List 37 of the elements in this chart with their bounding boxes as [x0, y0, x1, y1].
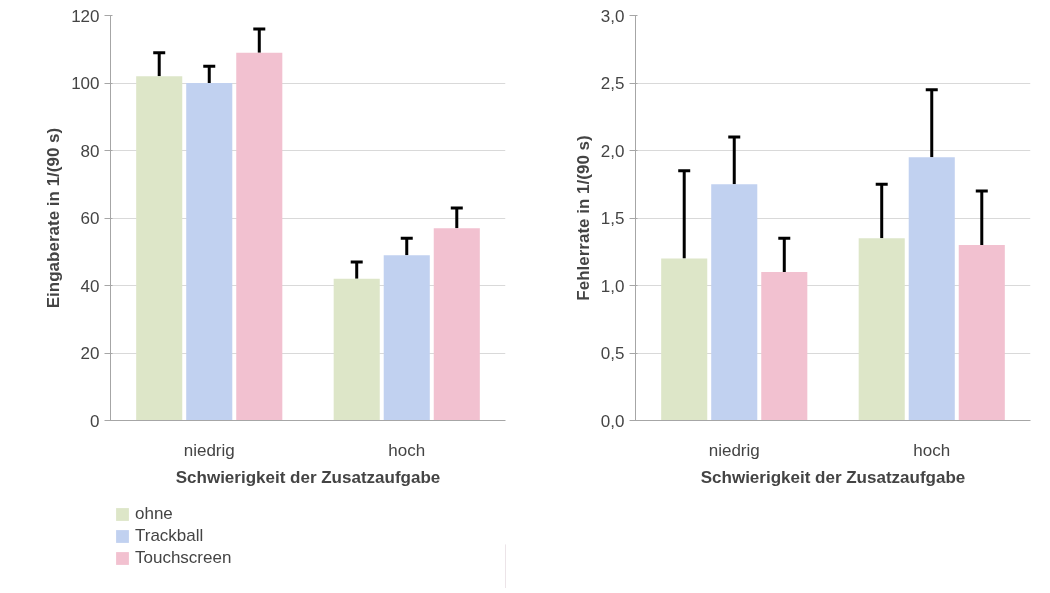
- bar: [908, 157, 955, 421]
- y-tick-label: 120: [71, 6, 100, 26]
- x-tick-label: niedrig: [183, 440, 235, 460]
- bar: [858, 238, 905, 421]
- y-axis-title: Fehlerrate in 1/(90 s): [573, 135, 593, 301]
- y-tick-label: 1,0: [600, 276, 625, 296]
- bar: [383, 255, 430, 421]
- x-axis-title: Schwierigkeit der Zusatzaufgabe: [700, 467, 966, 487]
- x-tick-label: hoch: [388, 440, 426, 460]
- bar: [761, 272, 808, 421]
- x-tick-label: hoch: [913, 440, 951, 460]
- legend-label: Touchscreen: [135, 548, 232, 568]
- x-axis-title: Schwierigkeit der Zusatzaufgabe: [175, 467, 441, 487]
- bar: [186, 83, 233, 421]
- y-tick-label: 3,0: [600, 6, 625, 26]
- y-axis-title: Eingaberate in 1/(90 s): [44, 127, 64, 309]
- y-tick-label: 40: [80, 276, 100, 296]
- y-tick-label: 80: [80, 141, 100, 161]
- bar: [711, 184, 758, 421]
- y-tick-label: 100: [71, 74, 100, 93]
- y-tick-label: 0,0: [600, 411, 625, 431]
- y-tick-label: 1,5: [600, 209, 625, 228]
- x-tick-label: niedrig: [708, 440, 760, 460]
- bar: [958, 245, 1005, 421]
- y-tick-label: 2,0: [600, 141, 625, 161]
- bar: [136, 76, 183, 421]
- bar: [236, 52, 283, 421]
- y-tick-label: 20: [80, 344, 100, 363]
- legend-label: ohne: [135, 504, 173, 524]
- bar: [333, 278, 380, 421]
- bar: [661, 258, 708, 421]
- y-tick-label: 2,5: [600, 74, 625, 93]
- bar: [433, 228, 480, 421]
- y-tick-label: 0,5: [600, 344, 625, 363]
- y-tick-label: 60: [80, 209, 100, 228]
- y-tick-label: 0: [90, 411, 100, 431]
- legend-label: Trackball: [135, 526, 204, 546]
